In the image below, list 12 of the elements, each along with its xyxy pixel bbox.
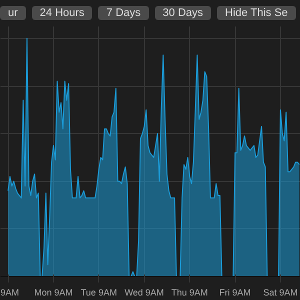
x-tick-label: Thu 9AM [171, 288, 208, 298]
button: 30 Days [154, 6, 212, 20]
button: 24 Hours [32, 6, 92, 20]
button: ur [0, 6, 26, 20]
x-tick-label: Sat 9AM [263, 288, 298, 298]
x-tick-label: Mon 9AM [34, 288, 73, 298]
x-tick-label: 9AM [0, 288, 20, 298]
button: Hide This Se [217, 6, 296, 20]
x-tick-label: Wed 9AM [124, 288, 164, 298]
button: 7 Days [98, 6, 149, 20]
x-tick-label: Fri 9AM [219, 288, 251, 298]
x-tick-label: Tue 9AM [80, 288, 117, 298]
